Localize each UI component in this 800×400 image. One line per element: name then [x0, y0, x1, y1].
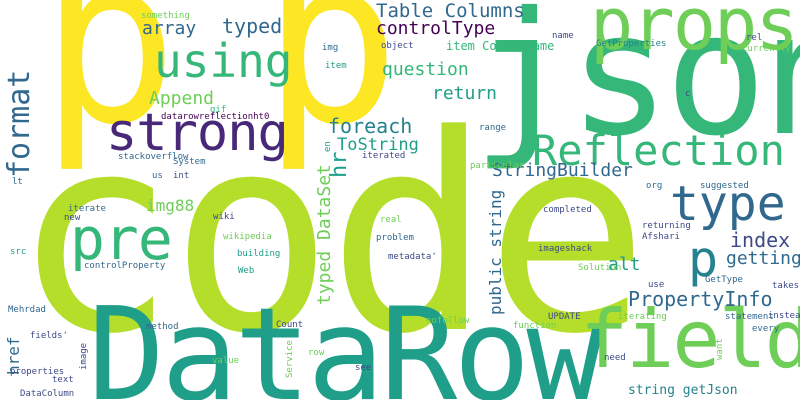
word-statement: statement: [725, 312, 774, 322]
word-src: src: [10, 247, 27, 257]
word-mehrdad: Mehrdad: [8, 305, 46, 315]
word-suggested: suggested: [700, 181, 749, 191]
word-format: format: [2, 69, 37, 178]
word-iterate: iterate: [68, 204, 106, 214]
word-propertyinfo: PropertyInfo: [628, 287, 773, 311]
word-type: type: [670, 176, 786, 232]
word-table-columns: Table Columns: [376, 0, 525, 22]
word-array: array: [142, 18, 197, 39]
word-new: new: [64, 213, 81, 223]
word-c: c: [685, 89, 691, 99]
word-use: use: [648, 280, 665, 290]
word-instead: instead: [768, 311, 800, 321]
word-currently: currently: [742, 44, 791, 54]
word-p-small: p: [688, 230, 719, 288]
word-fields: fields': [30, 331, 68, 341]
word-iterated: iterated: [362, 151, 406, 161]
word-json: json: [472, 0, 800, 174]
word-row: row: [308, 348, 325, 358]
word-foreach: foreach: [328, 114, 413, 138]
word-stringbuilder: StringBuilder: [492, 160, 633, 181]
word-return: return: [432, 83, 498, 104]
word-rel: rel: [746, 33, 763, 43]
word-image: image: [79, 342, 89, 370]
word-imageshack: imageshack: [538, 244, 593, 254]
word-index: index: [730, 228, 791, 252]
word-strong: strong: [106, 103, 289, 163]
word-controlproperty: controlProperty: [84, 261, 166, 271]
word-count: Count: [276, 320, 304, 330]
word-name: name: [552, 31, 574, 41]
word-properties: properties: [10, 367, 65, 377]
word-need: need: [604, 353, 626, 363]
word-datarow: DataRow: [88, 281, 603, 400]
word-gif: gif: [210, 105, 227, 115]
word-img88: img88: [146, 196, 195, 215]
word-afshari: Afshari: [642, 232, 680, 242]
word-range: range: [479, 123, 507, 133]
word-real: real: [380, 215, 402, 225]
word-method: method: [146, 322, 179, 332]
word-web: Web: [238, 266, 255, 276]
word-p-large: p: [40, 0, 179, 176]
word-getting: getting: [726, 248, 800, 269]
word-particular: particular: [470, 161, 525, 171]
word-field: field: [580, 293, 800, 386]
word-using: using: [154, 34, 293, 88]
word-code: code: [12, 78, 649, 394]
word-completed: completed: [543, 205, 592, 215]
word-takes: takes: [772, 281, 800, 291]
word-reflection: Reflection: [532, 126, 785, 175]
word-int: int: [173, 171, 190, 181]
word-typed-dataset: typed DataSet: [314, 164, 335, 305]
word-question: question: [382, 59, 469, 80]
word-item: item: [325, 61, 347, 71]
word-lt: lt: [12, 177, 23, 187]
word-something: something: [141, 11, 190, 21]
word-metadata: metadata': [388, 252, 437, 262]
word-wikipedia: wikipedia: [223, 232, 272, 242]
word-datacolumn: DataColumn: [20, 389, 75, 399]
word-us: us: [152, 171, 163, 181]
word-getproperties: GetProperties: [596, 39, 667, 49]
word-problem: problem: [376, 233, 414, 243]
word-want: want: [715, 338, 725, 360]
word-img: img: [322, 43, 339, 53]
word-nofollow: nofollow: [426, 316, 470, 326]
word-gettype: GetType: [705, 275, 743, 285]
word-every: every: [752, 324, 780, 334]
word-controltype: controlType: [376, 18, 496, 39]
word-string-getjson: string getJson: [628, 383, 738, 398]
word-datarowreflection: datarowreflectionht0: [161, 112, 270, 122]
word-org: org: [646, 181, 663, 191]
word-solution: Solution: [578, 263, 622, 273]
word-service: Service: [285, 340, 295, 378]
word-wiki: wiki: [213, 212, 235, 222]
word-tostring: ToString: [337, 135, 419, 155]
word-see: see: [355, 363, 372, 373]
word-iterating: iterating: [618, 312, 667, 322]
word-item-columnname: item ColumnName: [446, 39, 555, 53]
word-en: en: [323, 141, 333, 152]
word-typed-top: typed: [222, 14, 283, 38]
word-append: Append: [149, 88, 215, 109]
word-returning: returning: [642, 221, 691, 231]
word-alt: alt: [608, 254, 641, 275]
word-text: text: [52, 375, 74, 385]
word-value: value: [212, 356, 240, 366]
word-pre: pre: [70, 205, 173, 273]
word-props: props: [590, 0, 799, 66]
word-system: System: [173, 157, 206, 167]
word-stackoverflow: stackoverflow: [118, 152, 189, 162]
word-object: object: [381, 41, 414, 51]
word-function: function: [513, 321, 557, 331]
word-p-second: p: [262, 0, 401, 176]
word-update: UPDATE: [548, 312, 581, 322]
word-public-string: public string: [486, 189, 505, 315]
word-building: building: [237, 249, 281, 259]
